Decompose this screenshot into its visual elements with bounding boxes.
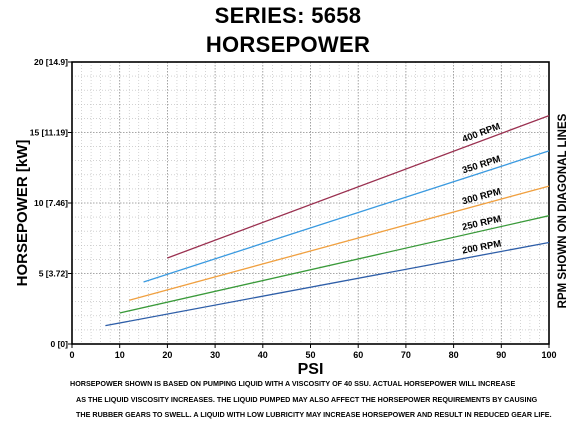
y-tick-label: 20 [14.9] bbox=[34, 57, 68, 67]
chart-axes bbox=[68, 61, 550, 348]
y-tick-label: 5 [3.72] bbox=[39, 269, 68, 279]
chart-series bbox=[105, 114, 550, 327]
footnote-line-3: THE RUBBER GEARS TO SWELL. A LIQUID WITH… bbox=[76, 410, 552, 419]
series-label-200-rpm: 200 RPM bbox=[461, 238, 502, 256]
horsepower-chart: 0 10 20 30 40 50 60 70 80 90 100 0 [0] 5 [3.72] 10 [7… bbox=[14, 57, 569, 378]
chart-title-horsepower: HORSEPOWER bbox=[205, 32, 371, 57]
series-line-250-rpm bbox=[119, 215, 550, 314]
chart-grid bbox=[71, 61, 550, 345]
x-tick-label: 30 bbox=[210, 350, 220, 360]
x-tick-label: 10 bbox=[115, 350, 125, 360]
x-tick-label: 80 bbox=[449, 350, 459, 360]
series-line-400-rpm bbox=[167, 114, 550, 259]
x-tick-label: 100 bbox=[541, 350, 556, 360]
x-tick-label: 0 bbox=[69, 350, 74, 360]
x-tick-label: 20 bbox=[162, 350, 172, 360]
footnote-line-2: AS THE LIQUID VISCOSITY INCREASES. THE L… bbox=[76, 395, 538, 404]
series-label-400-rpm: 400 RPM bbox=[461, 121, 502, 145]
chart-title-series: SERIES: 5658 bbox=[214, 3, 362, 28]
x-axis-label: PSI bbox=[298, 361, 324, 378]
series-line-350-rpm bbox=[143, 150, 550, 283]
series-label-250-rpm: 250 RPM bbox=[461, 214, 502, 233]
series-line-200-rpm bbox=[105, 241, 550, 327]
footnote-line-1: HORSEPOWER SHOWN IS BASED ON PUMPING LIQ… bbox=[70, 379, 516, 388]
x-tick-label: 60 bbox=[353, 350, 363, 360]
y-tick-label: 10 [7.46] bbox=[34, 198, 68, 208]
y-tick-label: 0 [0] bbox=[51, 339, 69, 349]
x-tick-label: 40 bbox=[258, 350, 268, 360]
x-tick-label: 70 bbox=[401, 350, 411, 360]
y-tick-label: 15 [11.19] bbox=[30, 128, 68, 138]
x-tick-label: 50 bbox=[305, 350, 315, 360]
y-axis-label: HORSEPOWER [kW] bbox=[14, 140, 31, 287]
series-line-300-rpm bbox=[129, 185, 550, 301]
right-axis-label: RPM SHOWN ON DIAGONAL LINES bbox=[557, 113, 569, 308]
x-tick-label: 90 bbox=[496, 350, 506, 360]
